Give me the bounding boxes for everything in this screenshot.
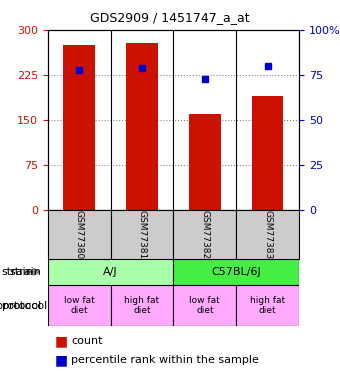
FancyBboxPatch shape (48, 259, 173, 285)
Text: strain: strain (9, 267, 41, 277)
Text: low fat
diet: low fat diet (189, 296, 220, 315)
FancyBboxPatch shape (173, 259, 299, 285)
FancyBboxPatch shape (236, 210, 299, 259)
FancyBboxPatch shape (236, 285, 299, 326)
Text: percentile rank within the sample: percentile rank within the sample (71, 355, 259, 365)
FancyBboxPatch shape (110, 210, 173, 259)
FancyBboxPatch shape (48, 210, 110, 259)
Text: GSM77382: GSM77382 (200, 210, 209, 259)
Bar (63, 45, 95, 210)
Bar (189, 114, 221, 210)
Text: low fat
diet: low fat diet (64, 296, 95, 315)
Text: high fat
diet: high fat diet (250, 296, 285, 315)
FancyBboxPatch shape (173, 285, 236, 326)
Bar (252, 96, 284, 210)
FancyBboxPatch shape (48, 285, 110, 326)
Text: GSM77380: GSM77380 (74, 210, 84, 259)
FancyBboxPatch shape (110, 285, 173, 326)
Text: C57BL/6J: C57BL/6J (211, 267, 261, 277)
Bar (126, 43, 158, 210)
Text: ■: ■ (54, 334, 68, 348)
Text: strain: strain (2, 267, 34, 277)
Text: GSM77383: GSM77383 (263, 210, 272, 259)
Text: ■: ■ (54, 353, 68, 367)
Text: GDS2909 / 1451747_a_at: GDS2909 / 1451747_a_at (90, 11, 250, 24)
Text: count: count (71, 336, 103, 346)
Text: A/J: A/J (103, 267, 118, 277)
Text: GSM77381: GSM77381 (137, 210, 147, 259)
Text: protocol: protocol (0, 301, 41, 310)
FancyBboxPatch shape (173, 210, 236, 259)
Text: high fat
diet: high fat diet (124, 296, 159, 315)
Text: protocol: protocol (2, 301, 47, 310)
